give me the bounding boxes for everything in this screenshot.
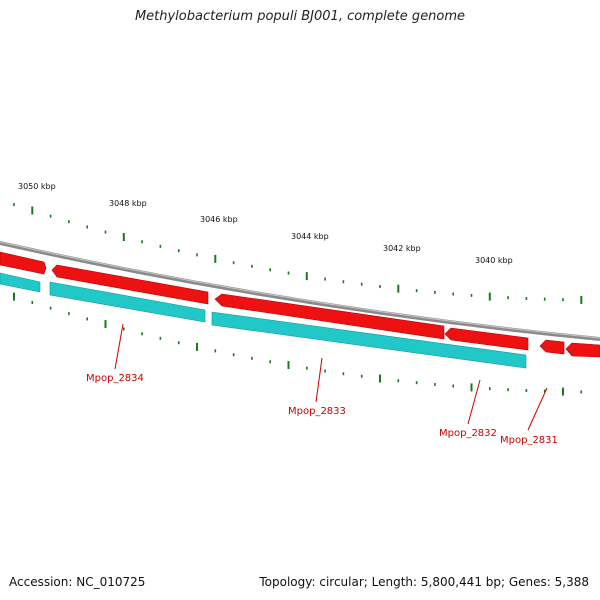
map-title: Methylobacterium populi BJ001, complete … (134, 9, 466, 24)
red-gene-arrow (565, 342, 600, 358)
genome-backbone (0, 241, 600, 341)
red-gene-arrow (0, 251, 47, 275)
cyan-gene-bar (49, 281, 206, 323)
red-gene-arrow (539, 339, 565, 355)
cyan-gene-bar (211, 311, 527, 369)
upper-tick-row (13, 203, 583, 304)
leader-line-mpop-2831 (527, 387, 548, 431)
gene-label-mpop-2834: Mpop_2834 (86, 373, 144, 384)
gene-label-mpop-2832: Mpop_2832 (439, 428, 497, 439)
genome-summary-text: Topology: circular; Length: 5,800,441 bp… (259, 575, 589, 589)
leader-line-mpop-2832 (467, 379, 481, 425)
red-gene-arrow (444, 327, 529, 351)
leader-line-mpop-2833 (315, 357, 323, 403)
ruler-label-3048: 3048 kbp (109, 199, 147, 208)
leader-line-mpop-2834 (114, 323, 124, 370)
gene-label-mpop-2833: Mpop_2833 (288, 406, 346, 417)
ruler-label-3050: 3050 kbp (18, 182, 56, 191)
gene-leader-lines (114, 323, 548, 431)
ruler-label-3046: 3046 kbp (200, 215, 238, 224)
accession-text: Accession: NC_010725 (9, 575, 146, 589)
red-gene-track (0, 251, 600, 358)
red-gene-arrow (214, 293, 445, 340)
cyan-gene-track (0, 272, 527, 369)
red-gene-arrow (51, 264, 209, 305)
gene-labels: Mpop_2834 Mpop_2833 Mpop_2832 Mpop_2831 (86, 373, 558, 446)
lower-tick-row (13, 292, 583, 396)
ruler-label-3044: 3044 kbp (291, 232, 329, 241)
cyan-gene-bar (0, 272, 41, 293)
ruler-label-3040: 3040 kbp (475, 256, 513, 265)
ruler-labels: 3050 kbp 3048 kbp 3046 kbp 3044 kbp 3042… (18, 182, 513, 265)
ruler-label-3042: 3042 kbp (383, 244, 421, 253)
gene-label-mpop-2831: Mpop_2831 (500, 435, 558, 446)
